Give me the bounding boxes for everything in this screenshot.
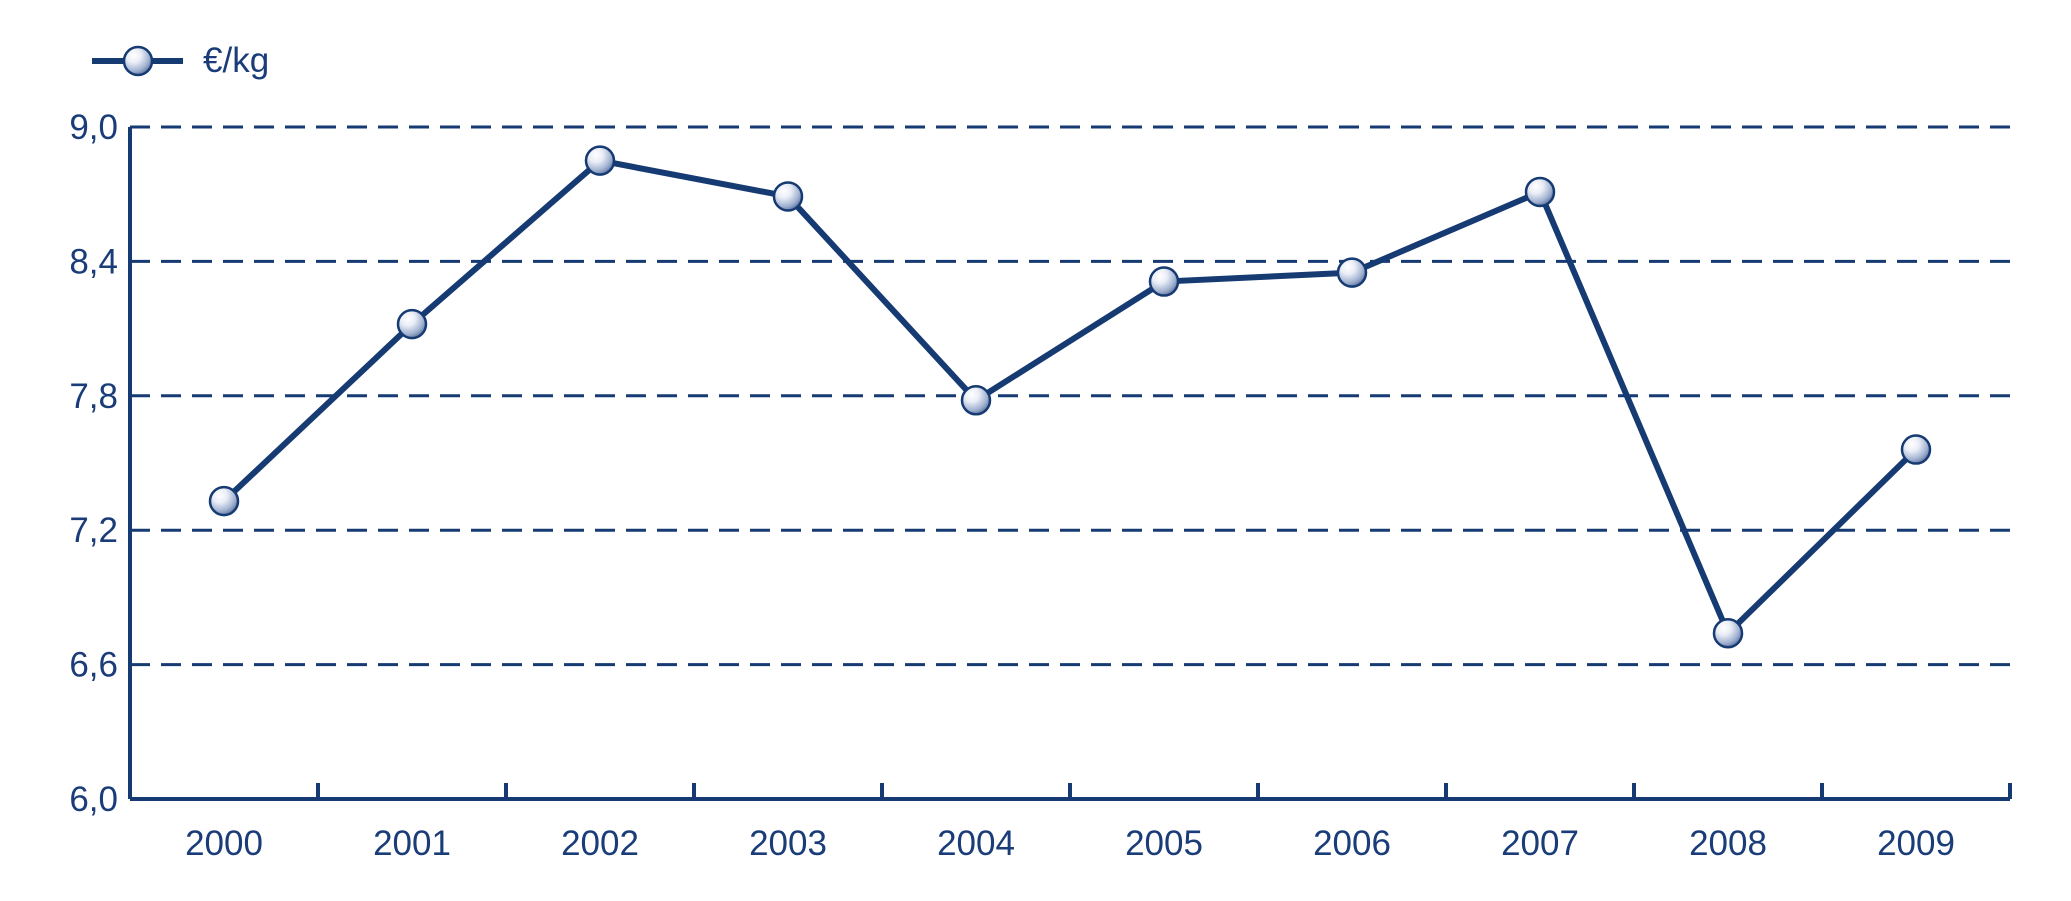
x-tick-label-2006: 2006: [1313, 824, 1391, 863]
data-point-2001: [396, 308, 428, 340]
data-point-2007: [1524, 176, 1556, 208]
data-point-2000: [208, 485, 240, 517]
x-tick-label-2000: 2000: [185, 824, 263, 863]
y-axis-labels: 6,0 6,6 7,2 7,8 8,4 9,0: [69, 108, 118, 819]
y-tick-label-4: 8,4: [69, 242, 118, 281]
legend-label: €/kg: [203, 41, 269, 80]
data-point-2005: [1148, 266, 1180, 297]
x-axis-labels: 2000 2001 2002 2003 2004 2005 2006 2007 2008 2009: [185, 824, 1955, 863]
y-tick-label-3: 7,8: [69, 377, 118, 416]
x-tick-label-2001: 2001: [373, 824, 451, 863]
gridlines: [130, 125, 2010, 667]
data-point-2009: [1900, 434, 1932, 465]
data-point-2002: [584, 145, 616, 176]
x-tick-label-2008: 2008: [1689, 824, 1767, 863]
axes: [128, 127, 2012, 801]
x-tick-label-2007: 2007: [1501, 824, 1579, 863]
data-point-2003: [772, 181, 804, 212]
legend-marker-swatch: [122, 45, 154, 77]
y-tick-label-2: 7,2: [69, 511, 118, 550]
x-tick-label-2002: 2002: [561, 824, 639, 863]
x-tick-label-2004: 2004: [937, 824, 1015, 863]
x-tick-label-2003: 2003: [749, 824, 827, 863]
legend: €/kg: [92, 41, 269, 80]
x-tick-label-2005: 2005: [1125, 824, 1203, 863]
y-tick-label-1: 6,6: [69, 646, 118, 685]
data-series: [208, 145, 1932, 649]
data-point-2006: [1336, 257, 1368, 288]
y-tick-label-0: 6,0: [69, 780, 118, 819]
data-point-2008: [1712, 617, 1744, 649]
series-line: [221, 157, 1919, 637]
x-tick-label-2009: 2009: [1877, 824, 1955, 863]
y-tick-label-5: 9,0: [69, 108, 118, 147]
data-point-2004: [960, 385, 992, 416]
